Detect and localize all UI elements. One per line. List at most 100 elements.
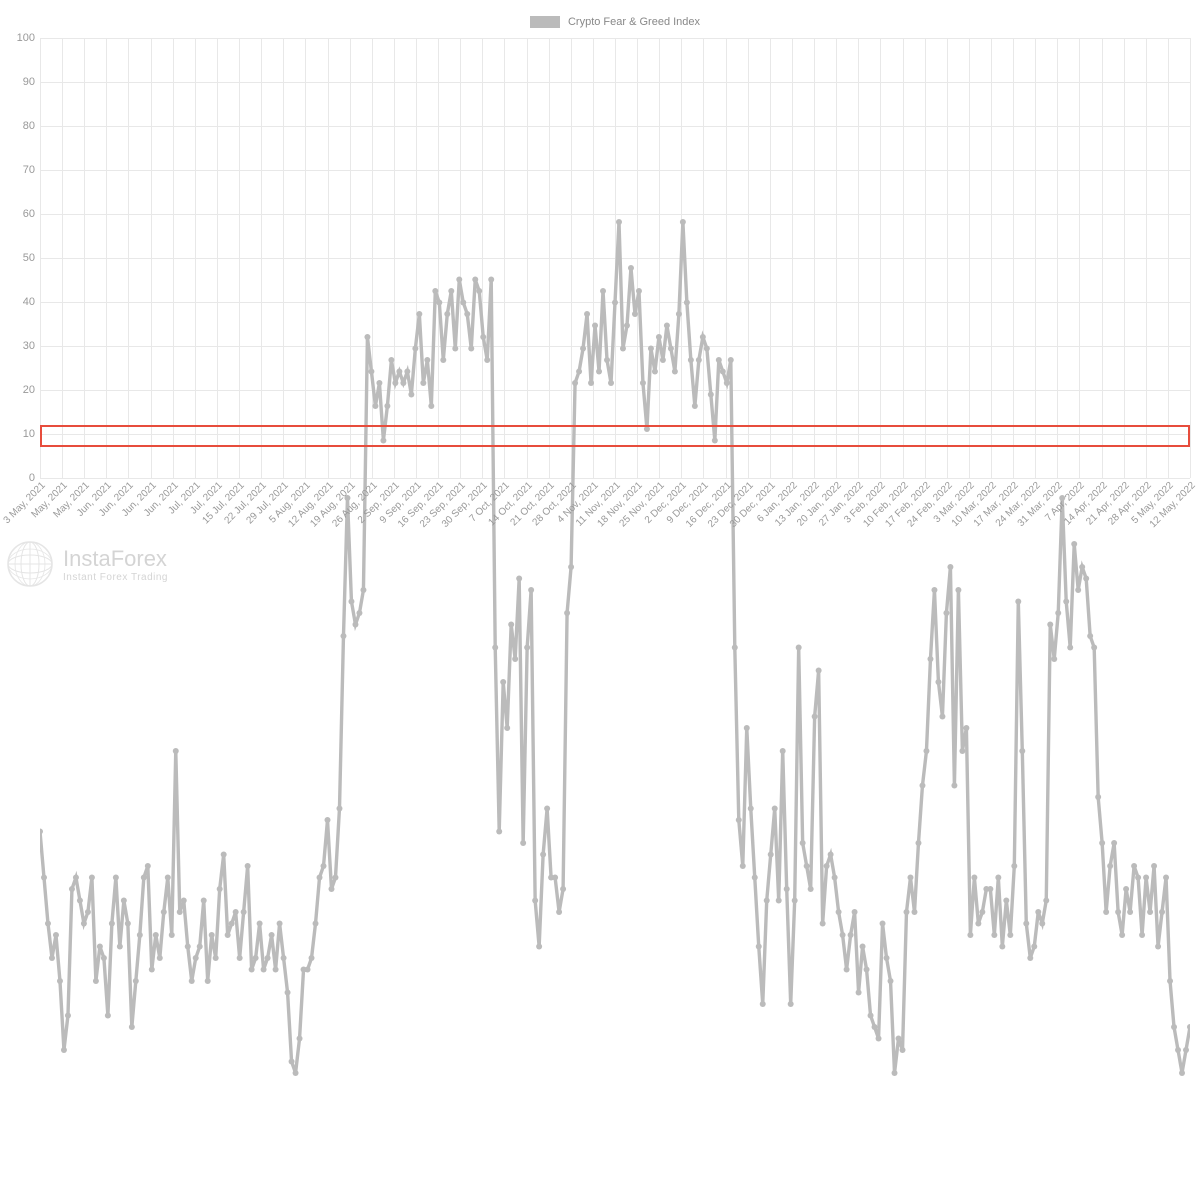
chart-plot-area: 0102030405060708090100 (40, 38, 1190, 478)
chart-marker (384, 403, 390, 409)
chart-marker (764, 898, 770, 904)
chart-marker (40, 829, 43, 835)
chart-marker (1083, 576, 1089, 582)
chart-marker (137, 932, 143, 938)
chart-marker (480, 334, 486, 340)
chart-marker (472, 277, 478, 283)
chart-marker (141, 875, 147, 881)
chart-marker (768, 852, 774, 858)
chart-marker (1167, 978, 1173, 984)
chart-marker (364, 334, 370, 340)
chart-marker (760, 1001, 766, 1007)
chart-marker (416, 311, 422, 317)
chart-marker (193, 955, 199, 961)
chart-marker (257, 921, 263, 927)
watermark: InstaForex Instant Forex Trading (5, 539, 168, 589)
chart-marker (233, 909, 239, 915)
chart-marker (245, 863, 251, 869)
chart-marker (816, 668, 822, 674)
chart-marker (145, 863, 151, 869)
chart-marker (792, 898, 798, 904)
watermark-brand: InstaForex (63, 546, 168, 572)
chart-marker (269, 932, 275, 938)
chart-marker (596, 369, 602, 375)
chart-marker (748, 806, 754, 812)
chart-marker (987, 886, 993, 892)
chart-marker (756, 944, 762, 950)
chart-marker (852, 909, 858, 915)
chart-marker (189, 978, 195, 984)
chart-marker (680, 219, 686, 225)
chart-marker (840, 932, 846, 938)
chart-marker (820, 921, 826, 927)
chart-marker (540, 852, 546, 858)
chart-marker (448, 288, 454, 294)
chart-marker (528, 587, 534, 593)
y-tick-label: 100 (5, 32, 35, 44)
chart-marker (692, 403, 698, 409)
chart-marker (971, 875, 977, 881)
chart-marker (85, 909, 91, 915)
chart-container: Crypto Fear & Greed Index 01020304050607… (0, 0, 1200, 591)
chart-marker (456, 277, 462, 283)
watermark-tagline: Instant Forex Trading (63, 572, 168, 583)
chart-marker (1055, 610, 1061, 616)
chart-marker (796, 645, 802, 651)
chart-marker (1179, 1070, 1185, 1076)
y-tick-label: 50 (5, 252, 35, 264)
chart-marker (125, 921, 131, 927)
chart-marker (919, 783, 925, 789)
chart-marker (704, 346, 710, 352)
chart-marker (868, 1013, 874, 1019)
chart-marker (564, 610, 570, 616)
chart-marker (872, 1024, 878, 1030)
chart-marker (963, 725, 969, 731)
legend-swatch (530, 16, 560, 28)
chart-marker (336, 806, 342, 812)
chart-marker (468, 346, 474, 352)
chart-marker (61, 1047, 67, 1053)
chart-marker (105, 1013, 111, 1019)
chart-marker (177, 909, 183, 915)
chart-marker (1135, 875, 1141, 881)
chart-marker (959, 748, 965, 754)
chart-marker (1047, 622, 1053, 628)
chart-marker (157, 955, 163, 961)
chart-marker (165, 875, 171, 881)
chart-marker (492, 645, 498, 651)
chart-marker (848, 932, 854, 938)
chart-marker (1111, 840, 1117, 846)
chart-marker (588, 380, 594, 386)
chart-marker (672, 369, 678, 375)
y-axis: 0102030405060708090100 (5, 38, 35, 478)
chart-marker (1159, 909, 1165, 915)
chart-marker (632, 311, 638, 317)
chart-marker (664, 323, 670, 329)
chart-marker (45, 921, 51, 927)
chart-marker (864, 967, 870, 973)
chart-marker (772, 806, 778, 812)
chart-marker (488, 277, 494, 283)
chart-marker (876, 1036, 882, 1042)
chart-marker (217, 886, 223, 892)
chart-marker (572, 380, 578, 386)
chart-marker (508, 622, 514, 628)
chart-marker (1063, 599, 1069, 605)
chart-marker (197, 944, 203, 950)
chart-marker (376, 380, 382, 386)
chart-marker (440, 357, 446, 363)
chart-marker (600, 288, 606, 294)
chart-marker (1127, 909, 1133, 915)
chart-marker (1119, 932, 1125, 938)
chart-marker (149, 967, 155, 973)
chart-marker (352, 622, 358, 628)
chart-marker (788, 1001, 794, 1007)
chart-marker (313, 921, 319, 927)
chart-marker (273, 967, 279, 973)
chart-marker (512, 656, 518, 662)
chart-marker (935, 679, 941, 685)
chart-marker (576, 369, 582, 375)
chart-marker (592, 323, 598, 329)
chart-marker (153, 932, 159, 938)
chart-marker (289, 1059, 295, 1065)
